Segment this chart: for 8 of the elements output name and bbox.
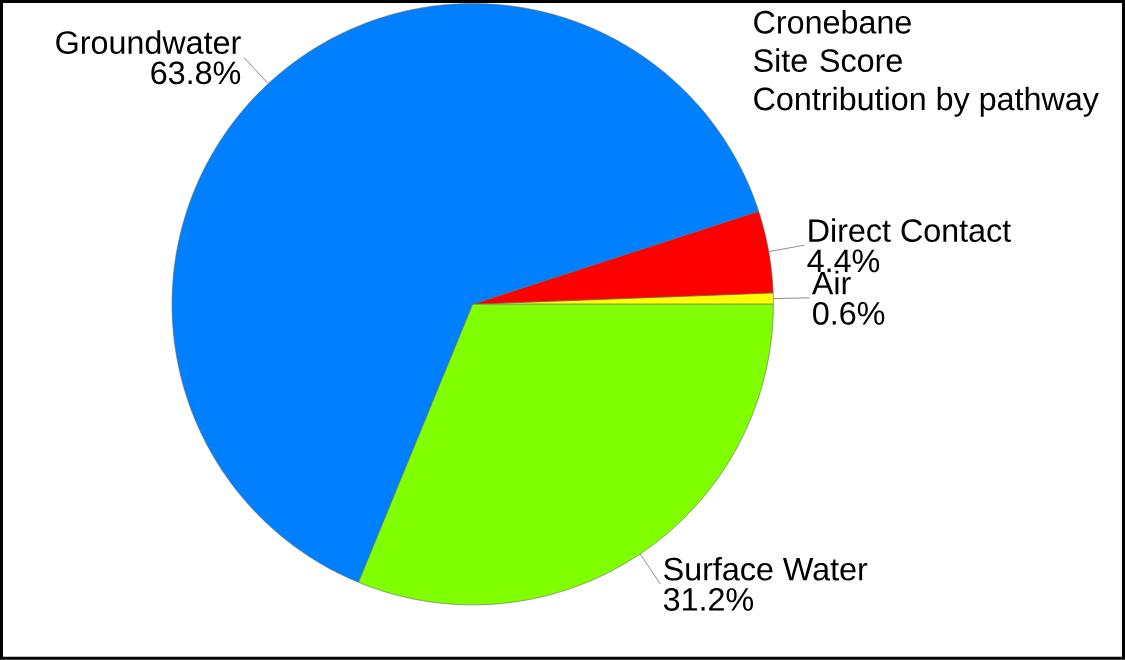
slice-label: Groundwater	[56, 30, 241, 55]
slice-label: Surface Water	[664, 557, 868, 581]
data-label: 0.6%	[813, 302, 885, 325]
data-label: 31.2%	[663, 588, 754, 611]
text: Cronebane Site Score	[754, 10, 911, 73]
text: Contribution by pathway	[754, 86, 1099, 117]
data-label: 63.8%	[151, 61, 241, 85]
slice-label: Direct Contact	[809, 218, 1011, 243]
